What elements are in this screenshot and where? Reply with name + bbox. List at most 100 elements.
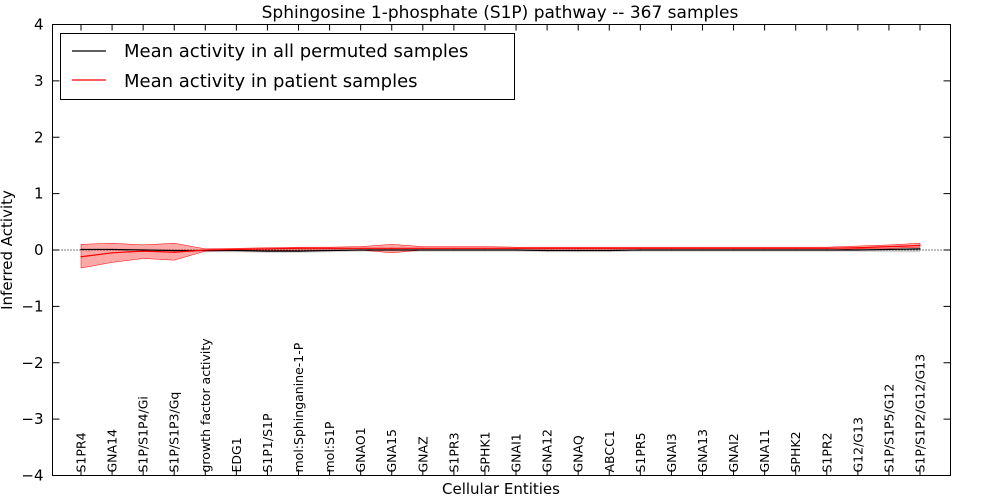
x-tick-label: G12/G13	[850, 417, 865, 472]
data-point-permuted	[297, 250, 300, 252]
data-point-patient	[764, 247, 766, 249]
x-tick-label: SPHK1	[477, 431, 492, 472]
x-tick-label: growth factor activity	[198, 338, 213, 473]
y-tick-label: 0	[34, 241, 44, 259]
data-point-patient	[80, 256, 82, 258]
data-point-patient	[111, 252, 113, 254]
x-tick-label: S1P/S1P4/Gi	[136, 396, 151, 472]
series-line-patient	[80, 244, 921, 258]
y-tick-label: 3	[34, 72, 44, 90]
data-point-permuted	[608, 249, 610, 252]
x-tick-label: EDG1	[229, 437, 244, 472]
data-point-patient	[360, 247, 362, 249]
y-tick-label: −2	[21, 354, 43, 372]
x-tick-label: S1P/S1P2/G12/G13	[913, 354, 928, 473]
x-tick-label: GNA12	[540, 429, 555, 473]
data-point-permuted	[732, 249, 735, 251]
band-patient	[80, 242, 921, 269]
plot-area	[52, 242, 951, 269]
x-tick-label: GNA11	[757, 429, 772, 473]
data-point-patient	[826, 247, 828, 249]
x-tick-label: S1P/S1P3/Gq	[167, 392, 182, 473]
x-tick-label: GNAI1	[509, 433, 524, 472]
x-axis-label: Cellular Entities	[442, 480, 560, 498]
x-tick-label: mol:S1P	[322, 421, 337, 472]
data-point-permuted	[266, 250, 269, 252]
data-point-patient	[422, 247, 424, 249]
y-axis-label: Inferred Activity	[0, 190, 16, 310]
data-point-permuted	[484, 249, 486, 251]
chart-title: Sphingosine 1-phosphate (S1P) pathway --…	[262, 3, 739, 23]
x-tick-label: GNAQ	[571, 435, 586, 472]
data-point-permuted	[173, 249, 175, 252]
data-point-patient	[701, 247, 704, 249]
data-point-patient	[888, 246, 890, 248]
data-point-patient	[142, 250, 144, 252]
data-point-patient	[546, 247, 548, 249]
x-tick-label: GNAO1	[353, 427, 368, 472]
y-tick-label: −1	[21, 297, 43, 315]
data-point-patient	[639, 247, 641, 249]
data-point-permuted	[422, 249, 424, 251]
x-tick-label: ABCC1	[602, 430, 617, 472]
data-point-permuted	[670, 249, 673, 251]
y-tick-label: −4	[21, 467, 43, 485]
data-point-patient	[173, 251, 175, 253]
data-point-permuted	[546, 249, 548, 252]
legend-label-permuted: Mean activity in all permuted samples	[124, 41, 468, 62]
x-tick-label: SPHK2	[788, 431, 803, 472]
x-tick-label: S1PR2	[819, 432, 834, 472]
legend-box	[60, 33, 515, 100]
x-tick-label: GNA13	[695, 429, 710, 473]
data-point-permuted	[111, 248, 113, 251]
data-point-patient	[670, 247, 673, 249]
legend: Mean activity in all permuted samples Me…	[60, 33, 515, 100]
data-point-permuted	[515, 249, 517, 251]
data-point-permuted	[826, 249, 828, 251]
data-point-permuted	[391, 249, 393, 251]
data-point-patient	[453, 247, 455, 249]
data-point-patient	[919, 244, 921, 247]
x-axis: S1PR4 GNA14 S1P/S1P4/Gi S1P/S1P3/Gq growth f…	[74, 24, 928, 476]
x-tick-label: S1PR4	[74, 432, 89, 472]
y-tick-label: 1	[34, 185, 44, 203]
data-point-patient	[857, 247, 859, 249]
data-point-patient	[732, 247, 735, 249]
data-point-permuted	[142, 249, 144, 251]
data-point-patient	[795, 247, 797, 249]
data-point-patient	[235, 248, 237, 251]
data-point-patient	[204, 249, 206, 251]
x-tick-label: GNA14	[105, 429, 120, 473]
data-point-permuted	[764, 249, 766, 251]
x-tick-label: GNAI3	[664, 433, 679, 472]
data-point-patient	[297, 247, 300, 249]
data-point-permuted	[919, 248, 921, 250]
data-point-permuted	[639, 249, 641, 251]
y-tick-label: 2	[34, 128, 44, 146]
x-tick-label: S1P1/S1P	[260, 413, 275, 472]
x-tick-label: mol:Sphinganine-1-P	[291, 342, 306, 472]
y-tick-label: −3	[21, 410, 43, 428]
data-point-patient	[391, 247, 393, 249]
legend-label-patient: Mean activity in patient samples	[124, 71, 418, 92]
data-point-patient	[328, 247, 331, 249]
data-point-permuted	[701, 249, 704, 251]
series-line-permuted	[81, 248, 921, 252]
data-point-patient	[515, 247, 517, 249]
data-point-patient	[577, 247, 579, 249]
data-point-permuted	[888, 248, 890, 251]
data-point-permuted	[80, 248, 82, 251]
x-tick-label: GNAZ	[415, 436, 430, 472]
data-point-permuted	[235, 249, 237, 252]
x-tick-label: GNA15	[384, 429, 399, 473]
data-point-patient	[608, 247, 610, 249]
x-tick-label: S1PR3	[446, 432, 461, 472]
data-point-permuted	[453, 249, 455, 251]
x-tick-label: S1P/S1P5/G12	[881, 384, 896, 473]
data-point-permuted	[577, 249, 579, 252]
y-axis: −4 −3 −2 −1 0 1 2 3 4	[21, 16, 951, 485]
data-point-permuted	[795, 249, 797, 251]
data-point-permuted	[360, 249, 362, 251]
data-point-permuted	[328, 249, 331, 252]
